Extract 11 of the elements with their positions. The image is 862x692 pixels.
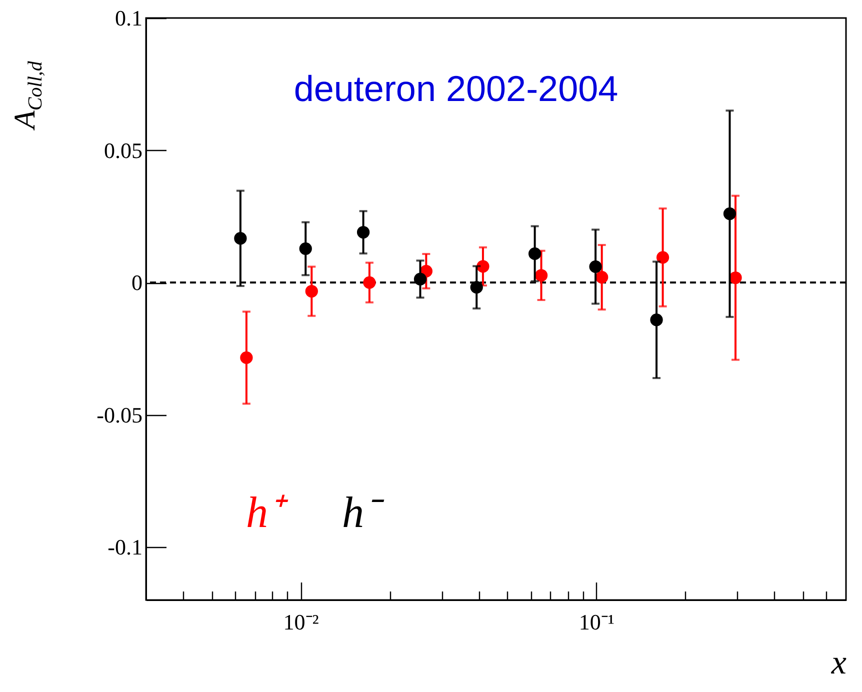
x-tick-label: 10⁻²	[283, 610, 320, 634]
x-axis-title: x	[830, 644, 846, 682]
y-tick-label: 0.05	[104, 138, 142, 163]
text: h⁻	[342, 488, 385, 537]
annotation: deuteron 2002-2004	[294, 68, 618, 109]
y-tick-label: 0.1	[115, 6, 142, 30]
y-tick-label: -0.05	[96, 402, 142, 428]
y-tick-label: -0.1	[108, 534, 142, 560]
x-tick-label: 10⁻¹	[578, 610, 614, 634]
text: h⁺	[246, 488, 289, 537]
y-tick-label: 0	[132, 270, 142, 296]
